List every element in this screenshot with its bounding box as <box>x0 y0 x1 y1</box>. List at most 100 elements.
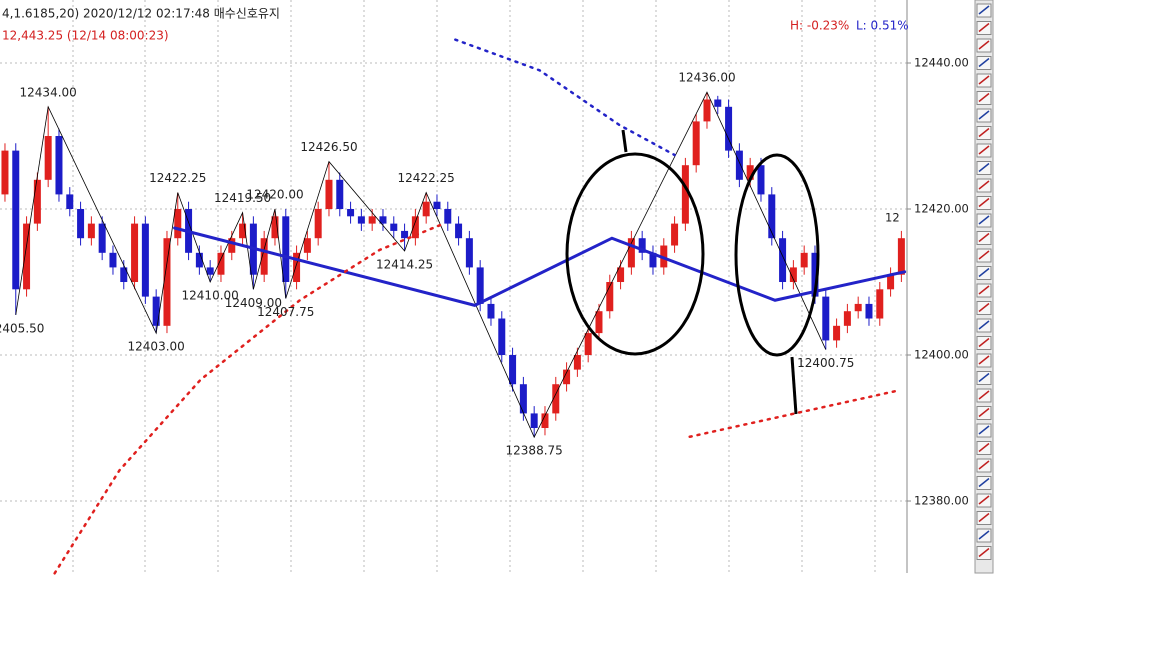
candle <box>735 143 743 188</box>
candle <box>455 216 463 246</box>
tool-icon <box>978 40 990 50</box>
candle-body <box>887 274 895 290</box>
price-tag: 12 <box>885 211 900 225</box>
candle <box>357 209 365 231</box>
candle-body <box>865 303 873 319</box>
candle <box>282 209 290 299</box>
candle-body <box>131 223 139 283</box>
tool-icon <box>978 372 990 383</box>
candle <box>638 230 646 261</box>
candle <box>55 128 63 202</box>
tool-icon <box>978 180 990 190</box>
candle-body <box>1 150 9 195</box>
candle <box>206 260 214 283</box>
candle <box>768 187 776 246</box>
candle-body <box>347 209 355 217</box>
candle <box>141 216 149 304</box>
candle-body <box>174 209 182 239</box>
candle-body <box>55 136 63 195</box>
candle-body <box>789 267 797 283</box>
candle-body <box>163 238 171 326</box>
candle-body <box>282 216 290 283</box>
pivot-label: 12422.25 <box>398 171 455 185</box>
candle <box>174 192 182 246</box>
candle <box>833 318 841 348</box>
candle-body <box>563 369 571 385</box>
candle-body <box>779 238 787 283</box>
tool-icon <box>978 110 990 120</box>
candle <box>692 114 700 173</box>
overlay-line <box>173 226 907 307</box>
candle <box>195 245 203 275</box>
candle-body <box>627 238 635 268</box>
toolbar <box>974 0 994 574</box>
tool-icon <box>978 197 990 208</box>
y-tick-label: 12400.00 <box>914 348 969 362</box>
candle-body <box>368 216 376 224</box>
candle <box>509 347 517 392</box>
pivot-label: 12426.50 <box>300 140 357 154</box>
candle <box>347 201 355 224</box>
candle-body <box>854 303 862 312</box>
candle <box>530 406 538 438</box>
tool-icon <box>978 5 990 15</box>
plot-area <box>0 0 907 573</box>
candle-body <box>228 238 236 253</box>
candle-body <box>66 194 74 210</box>
tool-icon <box>978 267 990 278</box>
candle <box>109 245 117 275</box>
candle-body <box>703 99 711 122</box>
candle-body <box>617 267 625 283</box>
candle <box>314 201 322 246</box>
candle-body <box>530 413 538 429</box>
candle <box>401 223 409 251</box>
candle <box>779 230 787 290</box>
tool-icon <box>978 460 990 470</box>
pivot-label: 12419.50 <box>214 191 271 205</box>
candle-body <box>217 252 225 275</box>
pivot-label: 12407.75 <box>257 305 314 319</box>
candle-body <box>757 165 765 195</box>
tool-icon <box>978 495 990 505</box>
tool-icon <box>978 390 990 400</box>
candle-body <box>293 252 301 283</box>
y-tick-label: 12440.00 <box>914 56 969 70</box>
candle <box>541 406 549 436</box>
candle-body <box>833 325 841 341</box>
drawn-annotations <box>565 129 820 415</box>
candle <box>563 362 571 392</box>
candle-body <box>552 384 560 414</box>
candle <box>714 95 722 115</box>
candle <box>681 157 689 231</box>
marks: 12405.50 12434.00 12403.00 12422.25 12410.00… <box>0 38 907 575</box>
candle <box>422 192 430 224</box>
candle-body <box>33 179 41 224</box>
candle <box>217 245 225 283</box>
tools <box>976 3 992 560</box>
tool-icon <box>978 57 990 68</box>
candle <box>336 172 344 217</box>
candle <box>152 289 160 334</box>
candle <box>649 245 657 275</box>
candle <box>77 201 85 246</box>
header: 4,1.6185,20) 2020/12/12 02:17:48 매수신호유지 <box>2 7 280 21</box>
candle <box>23 216 31 297</box>
candle-body <box>433 201 441 210</box>
candle-body <box>638 238 646 253</box>
candle-body <box>401 230 409 239</box>
candle-body <box>746 165 754 180</box>
candle-body <box>390 223 398 231</box>
circle-stem <box>790 356 798 415</box>
candle <box>163 230 171 334</box>
candle-body <box>87 223 95 239</box>
candle <box>98 216 106 261</box>
vertical-grid <box>72 0 876 573</box>
candle <box>822 289 830 350</box>
circle-stem <box>621 129 628 153</box>
pivot-label: 12420.00 <box>246 188 303 202</box>
candle <box>33 172 41 231</box>
candle-body <box>260 238 268 275</box>
candle-body <box>811 252 819 297</box>
pivot-label: 12388.75 <box>506 444 563 458</box>
